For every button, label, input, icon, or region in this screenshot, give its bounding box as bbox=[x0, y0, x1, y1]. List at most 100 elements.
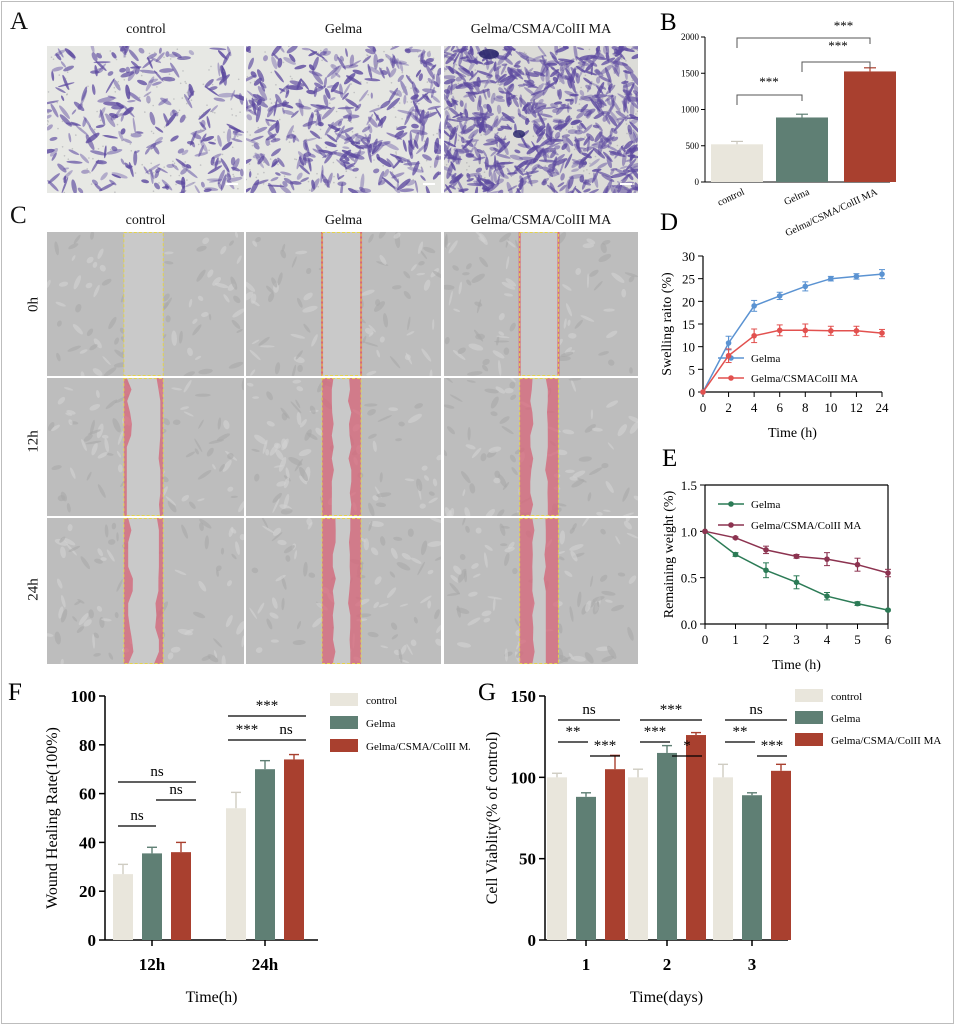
panel-c-row-label-0h: 0h bbox=[25, 297, 42, 312]
significance-bracket bbox=[801, 61, 871, 72]
legend-label: control bbox=[366, 695, 397, 707]
significance-label: * bbox=[683, 738, 691, 754]
significance-label: ns bbox=[582, 702, 596, 718]
data-point bbox=[802, 283, 809, 290]
legend-label: Gelma/CSMA/ColII MA bbox=[366, 741, 470, 753]
y-tick-label: 40 bbox=[79, 833, 96, 852]
data-point bbox=[853, 328, 860, 334]
y-tick-label: 1.5 bbox=[681, 478, 697, 493]
bar-control bbox=[547, 777, 567, 940]
x-tick-label: 2 bbox=[663, 955, 672, 974]
y-axis-title: Swelling raito (%) bbox=[660, 272, 675, 376]
legend-marker bbox=[728, 501, 734, 507]
transwell-cell-texture bbox=[444, 46, 638, 193]
significance-label: *** bbox=[256, 698, 279, 714]
y-tick-label: 20 bbox=[682, 294, 695, 309]
y-tick-label: 5 bbox=[689, 362, 696, 377]
panel-letter-d: D bbox=[660, 209, 678, 236]
bar-gelma bbox=[142, 853, 162, 940]
scratch-image-r1-c1 bbox=[246, 378, 441, 516]
y-tick-label: 150 bbox=[511, 687, 537, 706]
data-point bbox=[879, 271, 885, 277]
panel-letter-f: F bbox=[8, 679, 22, 706]
bar-control bbox=[113, 874, 133, 940]
data-point bbox=[732, 535, 739, 541]
x-tick-label: 24 bbox=[876, 400, 890, 415]
x-axis-title: Time(days) bbox=[630, 989, 703, 1006]
y-axis-title: Remaining weight (%) bbox=[662, 490, 677, 618]
y-tick-label: 0 bbox=[689, 385, 696, 400]
significance-label: ns bbox=[169, 782, 183, 798]
bar-gelmacsmacoliima bbox=[686, 735, 706, 940]
scratch-image-r2-c1 bbox=[246, 518, 441, 664]
y-axis-title: Wound Healing Rate(100%) bbox=[44, 727, 61, 909]
significance-label: *** bbox=[660, 702, 683, 718]
y-tick-label: 100 bbox=[511, 768, 537, 787]
y-axis-title: Cell Viablity(% of control) bbox=[484, 732, 501, 904]
significance-label: ** bbox=[733, 724, 748, 740]
bar-gelmacsmacoliima bbox=[844, 71, 896, 182]
x-tick-label: 6 bbox=[885, 632, 892, 647]
y-tick-label: 80 bbox=[79, 736, 96, 755]
x-tick-label: 0 bbox=[700, 400, 707, 415]
y-tick-label: 60 bbox=[79, 785, 96, 804]
data-point bbox=[725, 340, 732, 346]
x-tick-label: 1 bbox=[732, 632, 739, 647]
x-axis-title: Time (h) bbox=[768, 426, 817, 441]
scale-bar bbox=[423, 183, 435, 185]
bar-control bbox=[226, 808, 246, 940]
scratch-image-r1-c2 bbox=[444, 378, 638, 516]
legend-swatch bbox=[330, 716, 358, 729]
significance-label: ns bbox=[279, 722, 293, 738]
significance-label: ns bbox=[150, 764, 164, 780]
scale-bar bbox=[226, 183, 238, 185]
scratch-image-r0-c2 bbox=[444, 232, 638, 376]
significance-label: *** bbox=[236, 722, 259, 738]
y-tick-label: 100 bbox=[71, 687, 97, 706]
legend-label: Gelma bbox=[366, 718, 395, 730]
data-point bbox=[732, 551, 739, 558]
data-point bbox=[854, 561, 861, 568]
legend-swatch bbox=[795, 689, 823, 702]
panel-letter-b: B bbox=[660, 9, 677, 36]
significance-label: *** bbox=[828, 38, 848, 53]
bar-gelma bbox=[255, 769, 275, 940]
x-tick-label: 4 bbox=[751, 400, 758, 415]
panel-a-col-title-composite: Gelma/CSMA/ColII MA bbox=[470, 22, 612, 37]
data-point bbox=[879, 330, 885, 336]
y-tick-label: 500 bbox=[686, 141, 700, 151]
y-tick-label: 1500 bbox=[681, 68, 700, 78]
y-tick-label: 1000 bbox=[681, 105, 700, 115]
data-point bbox=[853, 273, 860, 280]
y-tick-label: 0 bbox=[528, 931, 537, 950]
data-point bbox=[824, 556, 830, 562]
series-line-1 bbox=[702, 329, 883, 393]
scratch-image-r2-c0 bbox=[47, 518, 244, 664]
panel-letter-g: G bbox=[478, 679, 496, 706]
data-point bbox=[793, 579, 800, 586]
legend-label: Gelma bbox=[831, 713, 860, 725]
data-point bbox=[700, 389, 706, 395]
significance-label: ** bbox=[566, 724, 581, 740]
data-point bbox=[854, 600, 861, 607]
bar-control bbox=[628, 777, 648, 940]
y-tick-label: 0.5 bbox=[681, 571, 697, 586]
series-line-0 bbox=[702, 273, 883, 393]
panel-c-col-title-gelma: Gelma bbox=[324, 213, 363, 228]
legend-label: Gelma/CSMA/ColII MA bbox=[831, 735, 941, 747]
panel-c-col-title-composite: Gelma/CSMA/ColII MA bbox=[470, 213, 612, 228]
y-tick-label: 0 bbox=[88, 931, 97, 950]
transwell-cell-texture bbox=[246, 46, 441, 193]
scale-bar bbox=[620, 183, 632, 185]
significance-label: ns bbox=[749, 702, 763, 718]
legend-label: Gelma/CSMA/ColII MA bbox=[751, 520, 861, 532]
panel-c-row-label-24h: 24h bbox=[25, 578, 42, 601]
panel-g-bar-chart: G 0 50 100 150 1 2 3 Time(days) Cell Viablity(% … bbox=[478, 679, 941, 1006]
x-tick-label: 10 bbox=[824, 400, 837, 415]
data-point bbox=[763, 547, 769, 553]
x-axis-title: Time (h) bbox=[772, 658, 821, 673]
panel-a-col-title-control: control bbox=[126, 22, 166, 37]
legend-swatch bbox=[795, 733, 823, 746]
